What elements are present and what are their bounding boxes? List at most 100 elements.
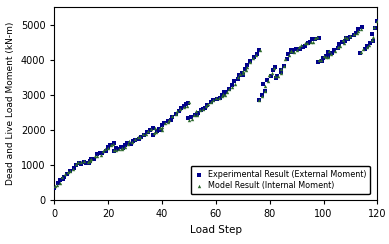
Model Result (Internal Moment) [84,160,91,164]
Experimental Result (External Moment) [302,44,308,48]
Experimental Result (External Moment) [259,93,265,97]
Model Result (Internal Moment) [87,159,93,163]
Model Result (Internal Moment) [110,142,116,146]
Model Result (Internal Moment) [126,139,133,143]
Experimental Result (External Moment) [202,106,208,110]
Model Result (Internal Moment) [100,149,106,153]
Model Result (Internal Moment) [107,143,114,147]
Experimental Result (External Moment) [273,74,280,78]
Model Result (Internal Moment) [140,132,147,136]
Experimental Result (External Moment) [345,37,351,41]
Experimental Result (External Moment) [339,40,345,43]
Model Result (Internal Moment) [340,38,346,42]
Model Result (Internal Moment) [94,154,100,158]
Experimental Result (External Moment) [247,60,254,63]
Model Result (Internal Moment) [111,148,117,152]
Model Result (Internal Moment) [59,175,65,179]
Model Result (Internal Moment) [143,132,149,135]
Experimental Result (External Moment) [357,51,363,55]
Experimental Result (External Moment) [145,130,151,134]
Model Result (Internal Moment) [148,127,154,131]
Experimental Result (External Moment) [264,78,270,82]
Model Result (Internal Moment) [326,49,332,53]
Experimental Result (External Moment) [342,40,349,43]
Model Result (Internal Moment) [216,96,222,100]
Model Result (Internal Moment) [119,147,125,151]
Experimental Result (External Moment) [325,51,331,54]
Experimental Result (External Moment) [115,147,121,151]
Experimental Result (External Moment) [97,151,103,155]
Model Result (Internal Moment) [102,147,109,151]
Model Result (Internal Moment) [220,92,226,96]
Experimental Result (External Moment) [297,47,303,51]
Model Result (Internal Moment) [51,184,58,188]
Experimental Result (External Moment) [209,100,215,103]
Model Result (Internal Moment) [355,29,361,33]
Experimental Result (External Moment) [216,96,223,100]
Experimental Result (External Moment) [256,98,262,102]
Experimental Result (External Moment) [51,186,57,190]
Model Result (Internal Moment) [256,98,262,102]
Model Result (Internal Moment) [291,50,298,54]
Experimental Result (External Moment) [254,52,260,56]
Model Result (Internal Moment) [91,154,98,158]
Experimental Result (External Moment) [370,39,376,43]
Experimental Result (External Moment) [192,113,198,117]
Model Result (Internal Moment) [153,130,159,134]
Experimental Result (External Moment) [136,137,142,141]
Experimental Result (External Moment) [278,70,284,73]
Experimental Result (External Moment) [221,92,227,96]
Experimental Result (External Moment) [305,41,311,45]
Experimental Result (External Moment) [372,26,378,30]
Experimental Result (External Moment) [315,36,322,40]
X-axis label: Load Step: Load Step [190,225,242,235]
Experimental Result (External Moment) [88,157,95,161]
Model Result (Internal Moment) [287,49,294,53]
Experimental Result (External Moment) [312,37,318,41]
Model Result (Internal Moment) [158,125,165,129]
Model Result (Internal Moment) [282,57,288,61]
Experimental Result (External Moment) [185,101,191,105]
Experimental Result (External Moment) [150,126,156,130]
Experimental Result (External Moment) [165,119,172,123]
Experimental Result (External Moment) [240,72,246,76]
Experimental Result (External Moment) [173,112,179,115]
Experimental Result (External Moment) [219,93,225,97]
Experimental Result (External Moment) [118,145,124,149]
Experimental Result (External Moment) [105,145,111,149]
Model Result (Internal Moment) [173,112,179,116]
Model Result (Internal Moment) [239,70,245,73]
Model Result (Internal Moment) [197,109,203,112]
Experimental Result (External Moment) [223,90,229,94]
Model Result (Internal Moment) [105,146,111,150]
Experimental Result (External Moment) [260,82,266,86]
Model Result (Internal Moment) [174,109,180,112]
Experimental Result (External Moment) [67,169,73,173]
Model Result (Internal Moment) [186,118,192,122]
Model Result (Internal Moment) [312,36,318,40]
Experimental Result (External Moment) [288,48,294,51]
Model Result (Internal Moment) [371,26,378,30]
Experimental Result (External Moment) [195,111,201,115]
Experimental Result (External Moment) [154,130,161,133]
Experimental Result (External Moment) [176,109,182,112]
Experimental Result (External Moment) [320,56,326,60]
Experimental Result (External Moment) [55,181,61,185]
Model Result (Internal Moment) [130,140,136,144]
Model Result (Internal Moment) [184,104,190,108]
Experimental Result (External Moment) [329,51,336,55]
Model Result (Internal Moment) [344,36,350,40]
Experimental Result (External Moment) [355,28,361,31]
Model Result (Internal Moment) [118,146,124,150]
Model Result (Internal Moment) [364,45,370,49]
Model Result (Internal Moment) [341,41,347,45]
Experimental Result (External Moment) [285,52,291,56]
Experimental Result (External Moment) [168,118,174,122]
Experimental Result (External Moment) [60,177,66,181]
Experimental Result (External Moment) [138,135,144,139]
Experimental Result (External Moment) [261,89,268,93]
Model Result (Internal Moment) [81,159,87,163]
Model Result (Internal Moment) [232,82,238,86]
Experimental Result (External Moment) [86,161,92,164]
Experimental Result (External Moment) [71,166,77,170]
